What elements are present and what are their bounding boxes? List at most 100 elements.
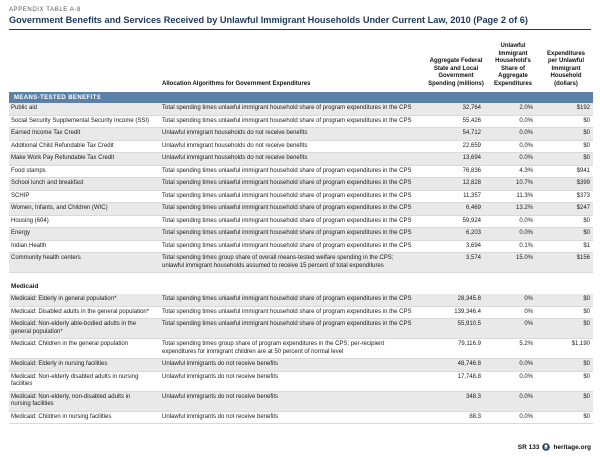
table-row: Earned Income Tax Credit Unlawful immigra…	[9, 127, 593, 141]
program-cell: Women, Infants, and Children (WIC)	[9, 202, 157, 216]
share-cell: 2.0%	[487, 103, 539, 116]
program-cell: Medicaid: Children in the general popula…	[9, 338, 157, 359]
allocation-cell: Unlawful immigrants do not receive benef…	[157, 391, 425, 412]
spending-cell: 28,345.8	[425, 294, 487, 307]
table-row: Medicaid: Elderly in nursing facilities U…	[9, 358, 593, 372]
allocation-cell: Total spending times unlawful immigrant …	[157, 215, 425, 228]
allocation-cell: Total spending times unlawful immigrant …	[157, 294, 425, 307]
section-header: MEANS-TESTED BENEFITS	[9, 92, 593, 103]
per-household-cell: $0	[539, 152, 593, 166]
table-row: Food stamps Total spending times unlawful…	[9, 165, 593, 178]
per-household-cell: $247	[539, 202, 593, 216]
table-row: Make Work Pay Refundable Tax Credit Unlaw…	[9, 152, 593, 166]
share-cell: 4.3%	[487, 165, 539, 178]
spending-cell: 59,924	[425, 215, 487, 228]
allocation-cell: Unlawful immigrants do not receive benef…	[157, 371, 425, 392]
table-row: Indian Health Total spending times unlawf…	[9, 240, 593, 253]
share-cell: 0.0%	[487, 115, 539, 128]
means-tested-rows: Public aid Total spending times unlawful …	[9, 103, 593, 273]
share-cell: 0.0%	[487, 215, 539, 228]
col-header-per-household: Expenditures per Unlawful Immigrant Hous…	[546, 50, 585, 87]
per-household-cell: $1,190	[539, 338, 593, 359]
program-cell: Social Security Supplemental Security In…	[9, 115, 157, 128]
share-cell: 0.0%	[487, 371, 539, 392]
spending-cell: 55,426	[425, 115, 487, 128]
share-cell: 0.0%	[487, 127, 539, 141]
table-row: Medicaid: Elderly in general population*…	[9, 294, 593, 307]
spending-cell: 3,694	[425, 240, 487, 253]
spending-cell: 55,910.5	[425, 318, 487, 339]
medicaid-subsection: Medicaid	[9, 272, 593, 294]
program-cell: Food stamps	[9, 165, 157, 178]
allocation-cell: Total spending times unlawful immigrant …	[157, 177, 425, 191]
per-household-cell: $0	[539, 227, 593, 241]
allocation-cell: Unlawful immigrant households do not rec…	[157, 127, 425, 141]
spending-cell: 12,828	[425, 177, 487, 191]
col-header-allocation: Allocation Algorithms for Government Exp…	[162, 80, 311, 87]
share-cell: 0%	[487, 306, 539, 319]
share-cell: 0.0%	[487, 227, 539, 241]
table-row: Public aid Total spending times unlawful …	[9, 103, 593, 116]
share-cell: 0.0%	[487, 391, 539, 412]
spending-cell: 76,836	[425, 165, 487, 178]
share-cell: 13.2%	[487, 202, 539, 216]
allocation-cell: Total spending times unlawful immigrant …	[157, 240, 425, 253]
subsection-header: Medicaid	[9, 272, 593, 294]
report-number: SR 133	[517, 443, 540, 451]
allocation-cell: Unlawful immigrant households do not rec…	[157, 152, 425, 166]
per-household-cell: $0	[539, 306, 593, 319]
spending-cell: 54,712	[425, 127, 487, 141]
table-row: Women, Infants, and Children (WIC) Total …	[9, 202, 593, 216]
section-header-row: MEANS-TESTED BENEFITS	[9, 92, 593, 103]
program-cell: SCHIP	[9, 190, 157, 203]
table-row: Medicaid: Children in nursing facilities…	[9, 411, 593, 424]
medicaid-rows: Medicaid: Elderly in general population*…	[9, 294, 593, 424]
allocation-cell: Total spending times unlawful immigrant …	[157, 306, 425, 319]
per-household-cell: $0	[539, 115, 593, 128]
table-row: SCHIP Total spending times unlawful immig…	[9, 190, 593, 203]
allocation-cell: Total spending times unlawful immigrant …	[157, 115, 425, 128]
allocation-cell: Total spending times unlawful immigrant …	[157, 165, 425, 178]
table-row: Medicaid: Non-elderly disabled adults in…	[9, 371, 593, 392]
share-cell: 0.0%	[487, 152, 539, 166]
table-row: Housing (604) Total spending times unlawf…	[9, 215, 593, 228]
page-title: Government Benefits and Services Receive…	[9, 15, 591, 30]
share-cell: 0.0%	[487, 411, 539, 424]
program-cell: Earned Income Tax Credit	[9, 127, 157, 141]
per-household-cell: $0	[539, 215, 593, 228]
share-cell: 5.2%	[487, 338, 539, 359]
per-household-cell: $0	[539, 318, 593, 339]
allocation-cell: Total spending times unlawful immigrant …	[157, 318, 425, 339]
allocation-cell: Total spending times unlawful immigrant …	[157, 103, 425, 116]
website-link: heritage.org	[553, 443, 591, 451]
spending-cell: 139,346.4	[425, 306, 487, 319]
spending-cell: 13,694	[425, 152, 487, 166]
table-header-row: Allocation Algorithms for Government Exp…	[9, 33, 593, 92]
benefits-table: Allocation Algorithms for Government Exp…	[9, 33, 593, 424]
per-household-cell: $941	[539, 165, 593, 178]
per-household-cell: $0	[539, 140, 593, 153]
table-row: Social Security Supplemental Security In…	[9, 115, 593, 128]
allocation-cell: Unlawful immigrants do not receive benef…	[157, 411, 425, 424]
table-row: Community health centers Total spending t…	[9, 252, 593, 273]
spending-cell: 348.3	[425, 391, 487, 412]
table-row: Medicaid: Children in the general popula…	[9, 338, 593, 359]
table-row: Medicaid: Non-elderly able-bodied adults…	[9, 318, 593, 339]
per-household-cell: $1	[539, 240, 593, 253]
spending-cell: 11,357	[425, 190, 487, 203]
per-household-cell: $0	[539, 358, 593, 372]
per-household-cell: $0	[539, 411, 593, 424]
program-cell: Energy	[9, 227, 157, 241]
table-row: Energy Total spending times unlawful immi…	[9, 227, 593, 241]
per-household-cell: $0	[539, 371, 593, 392]
program-cell: Medicaid: Non-elderly, non-disabled adul…	[9, 391, 157, 412]
spending-cell: 3,574	[425, 252, 487, 273]
program-cell: Medicaid: Disabled adults in the general…	[9, 306, 157, 319]
spending-cell: 88.3	[425, 411, 487, 424]
spending-cell: 22,659	[425, 140, 487, 153]
share-cell: 0%	[487, 294, 539, 307]
allocation-cell: Total spending times unlawful immigrant …	[157, 202, 425, 216]
program-cell: Make Work Pay Refundable Tax Credit	[9, 152, 157, 166]
share-cell: 11.3%	[487, 190, 539, 203]
table-row: Additional Child Refundable Tax Credit Un…	[9, 140, 593, 153]
